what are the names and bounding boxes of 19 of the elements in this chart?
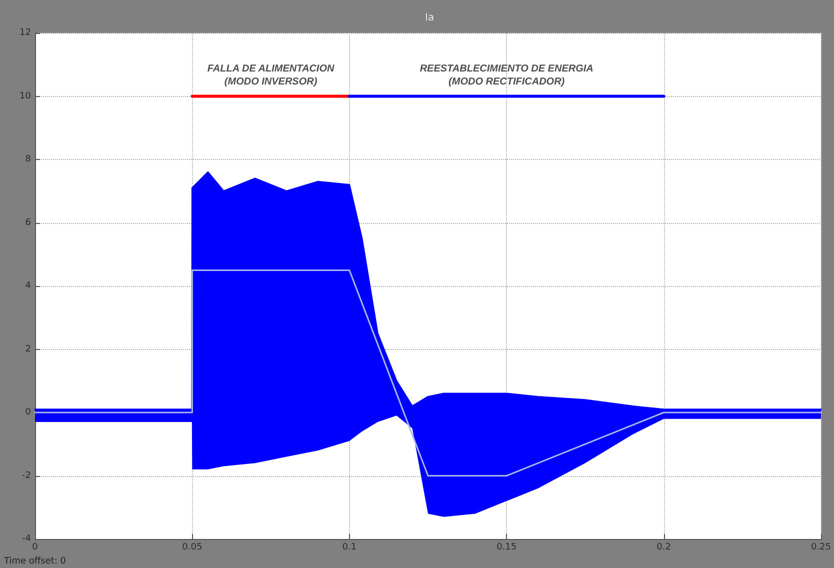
annotation: REESTABLECIMIENTO DE ENERGIA (MODO RECTIFICADOR) [420,63,594,88]
y-tick-label: 0 [25,408,32,418]
y-tick-label: 4 [25,281,32,291]
x-tick-label: 0.2 [656,542,671,552]
x-tick-label: 0.1 [342,542,357,552]
y-tick-label: -4 [22,534,32,544]
x-tick-label: 0 [32,542,38,552]
x-tick-label: 0.25 [810,542,832,552]
annotation: FALLA DE ALIMENTACION (MODO INVERSOR) [207,63,335,88]
x-tick-label: 0.05 [182,542,202,552]
y-tick-label: 2 [25,344,31,354]
y-tick-label: 8 [25,154,32,164]
text: Time offset: 0 [3,556,66,566]
y-tick-label: -2 [22,470,31,481]
y-tick-label: 6 [25,218,32,228]
y-tick-label: 12 [20,28,31,38]
chart-title: Ia [425,12,434,24]
x-tick-label: 0.15 [496,542,517,552]
y-tick-label: 10 [20,91,32,102]
